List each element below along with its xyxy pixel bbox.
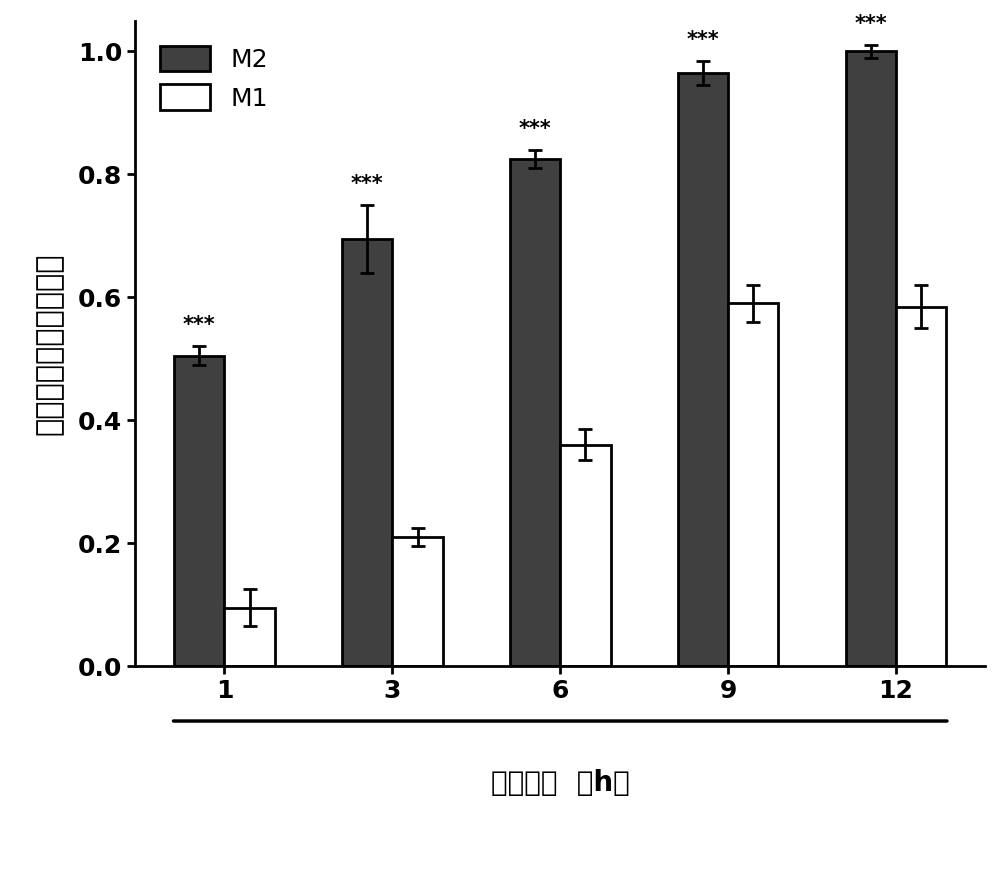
Text: ***: *** xyxy=(687,29,719,50)
Legend: M2, M1: M2, M1 xyxy=(148,33,281,123)
Bar xyxy=(846,52,896,666)
Y-axis label: 归一化的平均荧光强度: 归一化的平均荧光强度 xyxy=(35,252,64,434)
Bar xyxy=(896,306,946,666)
Bar xyxy=(510,159,560,666)
Bar xyxy=(560,445,611,666)
Bar xyxy=(174,356,224,666)
Bar xyxy=(392,537,443,666)
Bar xyxy=(224,608,275,666)
Text: ***: *** xyxy=(519,118,551,139)
Text: ***: *** xyxy=(183,315,216,336)
Bar xyxy=(342,239,392,666)
Text: ***: *** xyxy=(351,174,383,194)
Text: ***: *** xyxy=(855,14,887,34)
Bar xyxy=(728,303,778,666)
Text: 培养时间  （h）: 培养时间 （h） xyxy=(491,770,630,797)
Bar xyxy=(678,73,728,666)
